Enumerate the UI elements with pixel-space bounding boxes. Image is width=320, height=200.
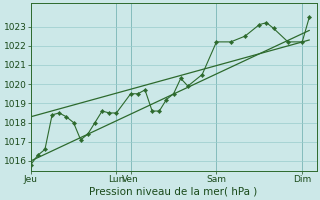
X-axis label: Pression niveau de la mer( hPa ): Pression niveau de la mer( hPa ) — [90, 187, 258, 197]
